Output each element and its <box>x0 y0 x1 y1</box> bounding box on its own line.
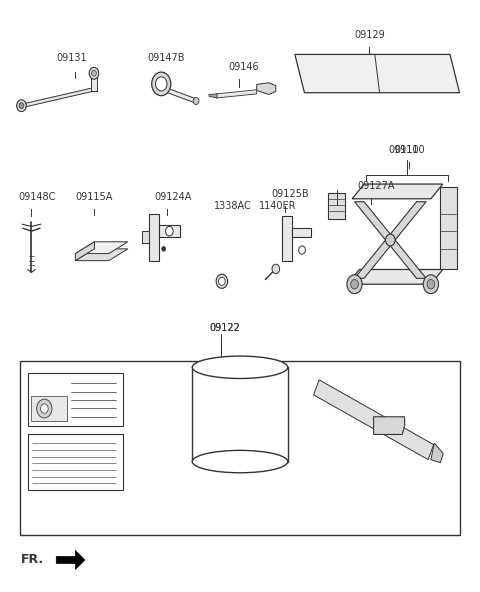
Polygon shape <box>75 249 128 260</box>
Polygon shape <box>23 88 95 108</box>
Ellipse shape <box>192 451 288 473</box>
Circle shape <box>193 98 199 105</box>
Text: FR.: FR. <box>21 553 44 566</box>
Text: 09129: 09129 <box>355 30 385 40</box>
Polygon shape <box>91 73 97 91</box>
Circle shape <box>351 279 359 289</box>
Ellipse shape <box>192 356 288 378</box>
Text: 09131: 09131 <box>56 53 87 63</box>
Circle shape <box>218 277 225 285</box>
Bar <box>192 378 288 462</box>
Polygon shape <box>441 187 457 269</box>
Polygon shape <box>257 83 276 95</box>
Circle shape <box>36 399 52 418</box>
Polygon shape <box>56 551 85 570</box>
Circle shape <box>272 264 280 274</box>
Polygon shape <box>355 202 426 278</box>
Circle shape <box>427 279 435 289</box>
Polygon shape <box>431 443 443 463</box>
Circle shape <box>166 227 173 236</box>
Bar <box>28 435 123 490</box>
Text: 09147B: 09147B <box>147 53 184 63</box>
Text: 09110: 09110 <box>388 144 419 155</box>
Polygon shape <box>352 184 443 199</box>
Polygon shape <box>149 214 159 260</box>
Polygon shape <box>75 242 128 253</box>
Text: 09125B: 09125B <box>271 189 309 199</box>
Circle shape <box>17 100 26 111</box>
Bar <box>28 372 123 426</box>
Circle shape <box>92 70 96 76</box>
Polygon shape <box>142 231 149 243</box>
Circle shape <box>423 275 439 294</box>
Circle shape <box>152 72 171 96</box>
Polygon shape <box>75 242 95 260</box>
Polygon shape <box>209 94 217 98</box>
Text: 09146: 09146 <box>228 62 259 72</box>
Polygon shape <box>313 380 433 459</box>
Circle shape <box>162 246 166 251</box>
Polygon shape <box>168 89 196 103</box>
Polygon shape <box>292 229 311 237</box>
Circle shape <box>19 103 24 108</box>
Text: 09148C: 09148C <box>18 192 56 202</box>
Polygon shape <box>348 269 443 284</box>
Polygon shape <box>328 193 345 220</box>
Text: 09110: 09110 <box>394 144 425 155</box>
Circle shape <box>156 77 167 91</box>
Circle shape <box>347 275 362 294</box>
Bar <box>21 361 459 535</box>
Text: 09115A: 09115A <box>75 192 113 202</box>
Text: 09122: 09122 <box>209 323 240 333</box>
Circle shape <box>40 404 48 413</box>
Text: 09127A: 09127A <box>357 181 395 191</box>
Text: 09122: 09122 <box>209 323 240 333</box>
Circle shape <box>299 246 305 254</box>
Text: 09124A: 09124A <box>154 192 192 202</box>
Polygon shape <box>216 90 257 98</box>
Polygon shape <box>355 202 426 278</box>
Circle shape <box>216 274 228 288</box>
Bar <box>32 396 67 421</box>
Text: 1338AC: 1338AC <box>214 201 252 211</box>
Polygon shape <box>295 54 459 93</box>
Text: 1140ER: 1140ER <box>259 201 297 211</box>
Polygon shape <box>373 417 405 435</box>
Polygon shape <box>282 217 292 260</box>
Polygon shape <box>159 226 180 237</box>
Circle shape <box>89 67 99 79</box>
Circle shape <box>385 234 395 246</box>
